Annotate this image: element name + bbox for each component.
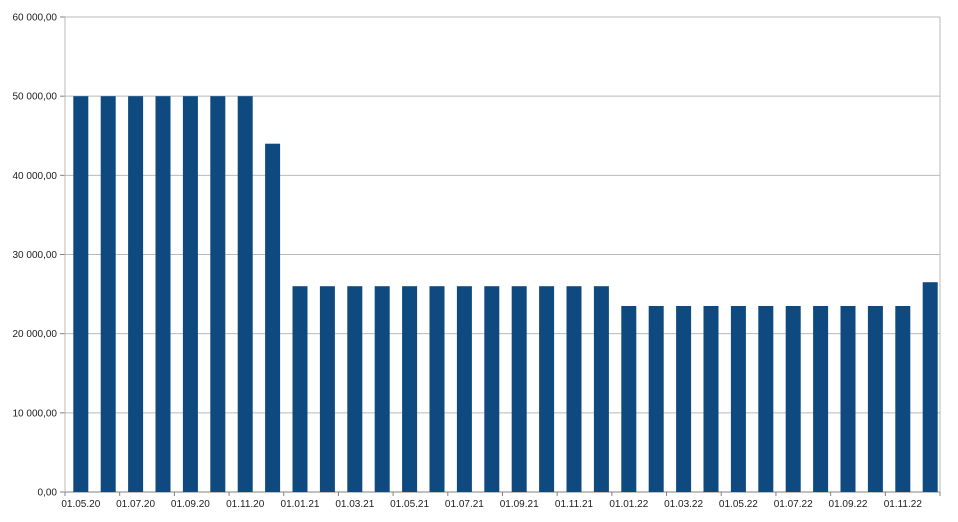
bar-01.05.21[interactable]	[402, 286, 418, 492]
x-axis-label: 01.11.21	[555, 499, 594, 510]
bar-01.12.21[interactable]	[593, 286, 609, 492]
y-axis-label: 0,00	[38, 488, 58, 499]
bar-01.10.22[interactable]	[867, 306, 883, 492]
bar-01.08.21[interactable]	[484, 286, 500, 492]
x-axis-label: 01.03.22	[664, 499, 703, 510]
x-axis-label: 01.05.21	[390, 499, 429, 510]
x-axis-label: 01.11.20	[226, 499, 265, 510]
x-axis-label: 01.09.20	[171, 499, 210, 510]
bar-01.06.21[interactable]	[429, 286, 445, 492]
bar-01.10.20[interactable]	[210, 96, 226, 492]
bar-01.04.21[interactable]	[374, 286, 390, 492]
bar-01.05.20[interactable]	[73, 96, 89, 492]
bar-01.02.22[interactable]	[648, 306, 664, 492]
y-axis-label: 20 000,00	[13, 329, 58, 340]
x-axis-label: 01.05.20	[61, 499, 100, 510]
bar-01.07.21[interactable]	[456, 286, 472, 492]
x-axis-label: 01.05.22	[719, 499, 758, 510]
bar-01.10.21[interactable]	[539, 286, 555, 492]
bar-01.12.20[interactable]	[265, 143, 281, 492]
x-axis-label: 01.07.20	[116, 499, 155, 510]
bar-01.07.20[interactable]	[128, 96, 144, 492]
bar-01.05.22[interactable]	[730, 306, 746, 492]
bar-01.08.20[interactable]	[155, 96, 171, 492]
bar-01.11.20[interactable]	[237, 96, 253, 492]
bar-01.09.21[interactable]	[511, 286, 527, 492]
bar-01.04.22[interactable]	[703, 306, 719, 492]
bar-01.06.20[interactable]	[100, 96, 116, 492]
x-axis-label: 01.03.21	[335, 499, 374, 510]
bar-01.11.21[interactable]	[566, 286, 582, 492]
bar-01.03.21[interactable]	[347, 286, 363, 492]
y-axis-label: 40 000,00	[13, 171, 58, 182]
bar-01.08.22[interactable]	[813, 306, 829, 492]
bar-01.01.21[interactable]	[292, 286, 308, 492]
bar-01.11.22[interactable]	[895, 306, 911, 492]
bar-01.07.22[interactable]	[785, 306, 801, 492]
x-axis-label: 01.11.22	[884, 499, 923, 510]
y-axis-label: 10 000,00	[13, 408, 58, 419]
bar-01.09.20[interactable]	[182, 96, 198, 492]
y-axis-label: 60 000,00	[13, 13, 58, 24]
bar-01.09.22[interactable]	[840, 306, 856, 492]
bar-01.02.21[interactable]	[319, 286, 335, 492]
bar-01.01.22[interactable]	[621, 306, 637, 492]
x-axis-label: 01.01.22	[609, 499, 648, 510]
bar-01.03.22[interactable]	[676, 306, 692, 492]
bar-01.12.22[interactable]	[922, 282, 938, 492]
x-axis-label: 01.01.21	[281, 499, 320, 510]
y-axis-label: 30 000,00	[13, 250, 58, 261]
bar-01.06.22[interactable]	[758, 306, 774, 492]
y-axis-label: 50 000,00	[13, 92, 58, 103]
x-axis-label: 01.09.22	[829, 499, 868, 510]
x-axis-label: 01.09.21	[500, 499, 539, 510]
x-axis-label: 01.07.21	[445, 499, 484, 510]
x-axis-label: 01.07.22	[774, 499, 813, 510]
